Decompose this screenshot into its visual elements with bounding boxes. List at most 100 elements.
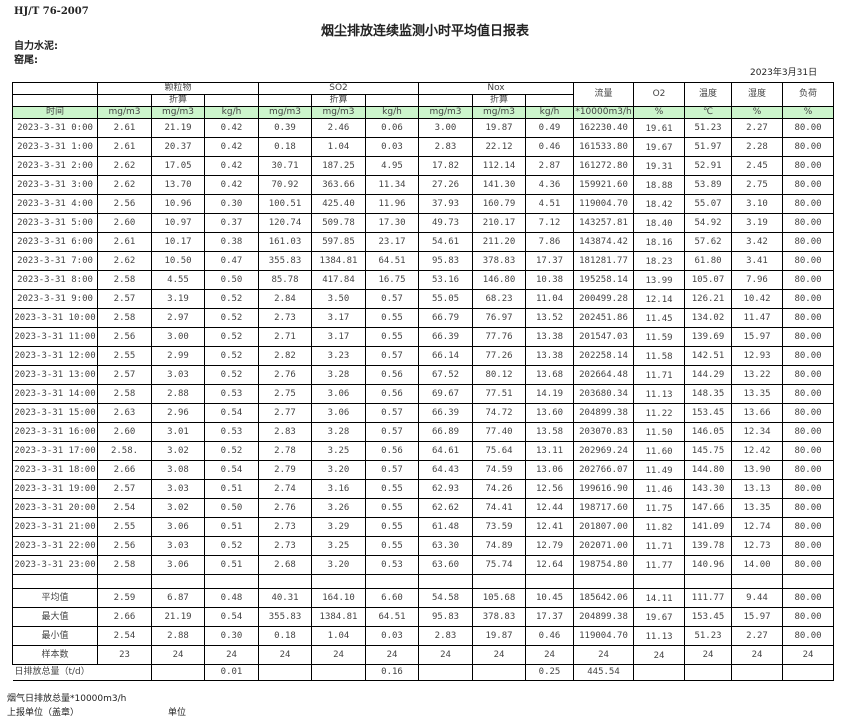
time-cell: 2023-3-31 13:00 [12,365,98,385]
value-cell: 12.42 [731,441,783,461]
value-cell: 0.53 [204,384,259,404]
value-cell: 55.05 [418,289,473,309]
value-cell: 145.75 [684,441,732,461]
value-cell: 3.16 [311,479,366,499]
header-humidity: 湿度 [731,82,783,107]
stat-value: 24 [365,645,419,665]
value-cell: 4.95 [365,156,419,176]
value-cell: 187.25 [311,156,366,176]
value-cell: 80.00 [782,156,834,176]
value-cell: 80.00 [782,118,834,138]
stat-value: 24 [418,645,473,665]
value-cell: 51.23 [684,118,732,138]
value-cell: 0.18 [258,137,312,157]
value-cell: 210.17 [472,213,526,233]
value-cell: 2.71 [258,327,312,347]
empty-cell [12,574,98,589]
value-cell: 1384.81 [311,251,366,271]
value-cell: 0.42 [204,156,259,176]
value-cell: 11.45 [633,308,685,328]
value-cell: 12.74 [731,517,783,537]
empty-cell [684,574,732,589]
value-cell: 2.54 [97,498,152,518]
table-row: 2023-3-31 12:00 2.55 2.99 0.52 2.82 3.23 0.57 6… [12,346,834,366]
value-cell: 0.30 [204,194,259,214]
value-cell: 2.73 [258,517,312,537]
value-cell: 14.19 [525,384,574,404]
table-row: 2023-3-31 15:00 2.63 2.96 0.54 2.77 3.06 0.57 6… [12,403,834,423]
stat-value: 0.18 [258,626,312,646]
header-row-converted: 折算 折算 折算 [12,94,834,107]
value-cell: 80.00 [782,555,834,575]
value-cell: 2.75 [731,175,783,195]
unit-cell: 时间 [12,106,98,119]
header-converted: 折算 [151,94,205,107]
value-cell: 66.39 [418,327,473,347]
value-cell: 13.38 [525,346,574,366]
value-cell: 2.76 [258,365,312,385]
value-cell: 141.30 [472,175,526,195]
time-cell: 2023-3-31 20:00 [12,498,98,518]
value-cell: 2.99 [151,346,205,366]
table-row: 2023-3-31 23:00 2.58 3.06 0.51 2.68 3.20 0.53 6… [12,555,834,575]
value-cell: 18.88 [633,175,685,195]
unit-cell: mg/m3 [97,106,152,119]
value-cell: 17.30 [365,213,419,233]
stat-value: 24 [472,645,526,665]
header-blank [418,94,473,107]
daily-total-value [684,664,732,681]
value-cell: 112.14 [472,156,526,176]
value-cell: 15.97 [731,327,783,347]
value-cell: 80.00 [782,270,834,290]
value-cell: 80.00 [782,403,834,423]
value-cell: 73.59 [472,517,526,537]
value-cell: 85.78 [258,270,312,290]
unit-cell: kg/h [365,106,419,119]
value-cell: 11.59 [633,327,685,347]
value-cell: 2.88 [151,384,205,404]
value-cell: 0.54 [204,460,259,480]
value-cell: 14.00 [731,555,783,575]
value-cell: 13.35 [731,384,783,404]
value-cell: 3.17 [311,327,366,347]
value-cell: 2.57 [97,365,152,385]
value-cell: 76.97 [472,308,526,328]
value-cell: 11.71 [633,536,685,556]
stat-value: 0.30 [204,626,259,646]
time-cell: 2023-3-31 9:00 [12,289,98,309]
value-cell: 80.12 [472,365,526,385]
value-cell: 3.03 [151,479,205,499]
value-cell: 146.05 [684,422,732,442]
value-cell: 0.46 [525,137,574,157]
header-temperature: 温度 [684,82,732,107]
value-cell: 199616.90 [573,479,634,499]
stat-value: 15.97 [731,607,783,627]
header-row-groups: 颗粒物 SO2 Nox 流量 O2 温度 湿度 负荷 [12,82,834,107]
value-cell: 202071.00 [573,536,634,556]
value-cell: 355.83 [258,251,312,271]
value-cell: 2.75 [258,384,312,404]
value-cell: 597.85 [311,232,366,252]
header-o2: O2 [633,82,685,107]
stat-value: 80.00 [782,588,834,608]
value-cell: 11.22 [633,403,685,423]
stat-value: 24 [573,645,634,665]
value-cell: 80.00 [782,536,834,556]
value-cell: 11.75 [633,498,685,518]
value-cell: 80.00 [782,327,834,347]
value-cell: 139.69 [684,327,732,347]
stats-row: 样本数 23 24 24 24 24 24 24 24 24 24 24 24 24 24 [12,645,834,665]
value-cell: 417.84 [311,270,366,290]
value-cell: 3.06 [311,403,366,423]
report-table: 颗粒物 SO2 Nox 流量 O2 温度 湿度 负荷 折算 折算 折算 [12,82,834,681]
table-row: 2023-3-31 2:00 2.62 17.05 0.42 30.71 187.25 4.… [12,156,834,176]
value-cell: 142.51 [684,346,732,366]
value-cell: 0.52 [204,365,259,385]
table-row: 2023-3-31 13:00 2.57 3.03 0.52 2.76 3.28 0.56 6… [12,365,834,385]
time-cell: 2023-3-31 2:00 [12,156,98,176]
stat-label: 平均值 [12,588,98,608]
stat-value: 24 [684,645,732,665]
time-cell: 2023-3-31 10:00 [12,308,98,328]
value-cell: 80.00 [782,460,834,480]
value-cell: 13.06 [525,460,574,480]
